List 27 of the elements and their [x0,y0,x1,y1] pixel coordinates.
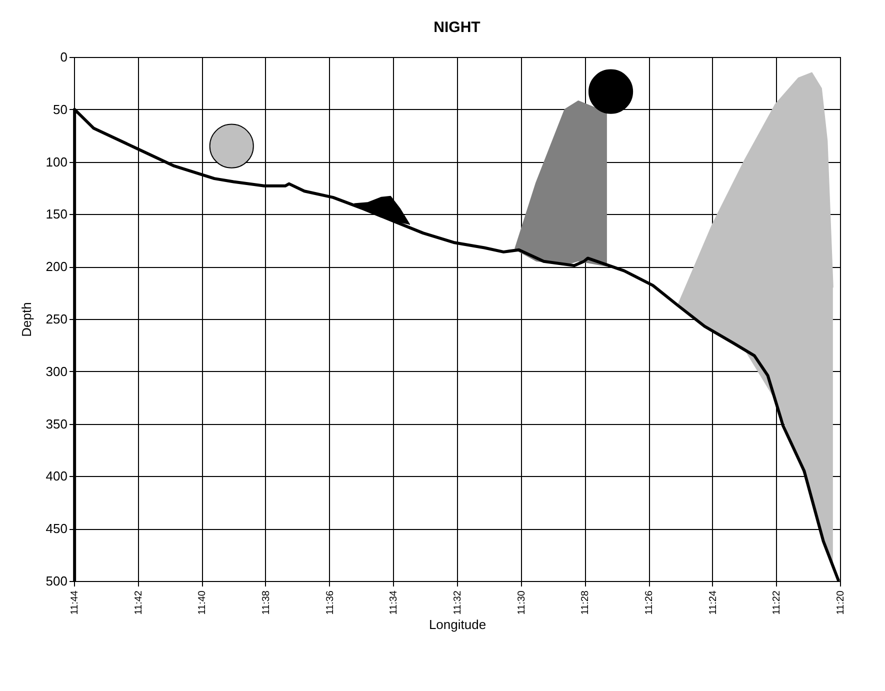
x-tick-label: 11:34 [388,590,400,615]
x-tick-label: 11:32 [452,590,464,615]
x-axis-title: Longitude [428,616,486,632]
chart-title: NIGHT [434,19,480,36]
x-tick-label: 11:40 [197,590,208,615]
y-tick-label: 150 [46,206,68,222]
x-tick-label: 11:38 [261,590,272,615]
x-tick-label: 11:44 [70,590,80,615]
y-tick-label: 100 [46,154,68,170]
y-tick-label: 250 [46,312,68,326]
x-tick-label: 11:24 [708,590,719,615]
y-tick-label: 450 [46,521,68,536]
y-tick-label: 300 [46,364,68,379]
x-tick-label: 11:36 [324,590,336,615]
x-tick-label: 11:26 [644,590,655,615]
x-tick-label: 11:20 [836,590,846,615]
y-tick-label: 50 [53,102,68,117]
y-tick-label: 0 [60,50,68,64]
y-axis-title: Depth [18,302,34,337]
y-tick-label: 500 [46,574,68,588]
y-tick-label: 350 [46,416,68,432]
x-tick-label: 11:42 [133,590,144,615]
y-tick-label: 200 [46,259,68,274]
x-tick-label: 11:28 [580,590,592,615]
x-tick-label: 11:22 [772,590,783,615]
y-tick-label: 400 [46,468,68,484]
x-tick-label: 11:30 [516,590,528,615]
